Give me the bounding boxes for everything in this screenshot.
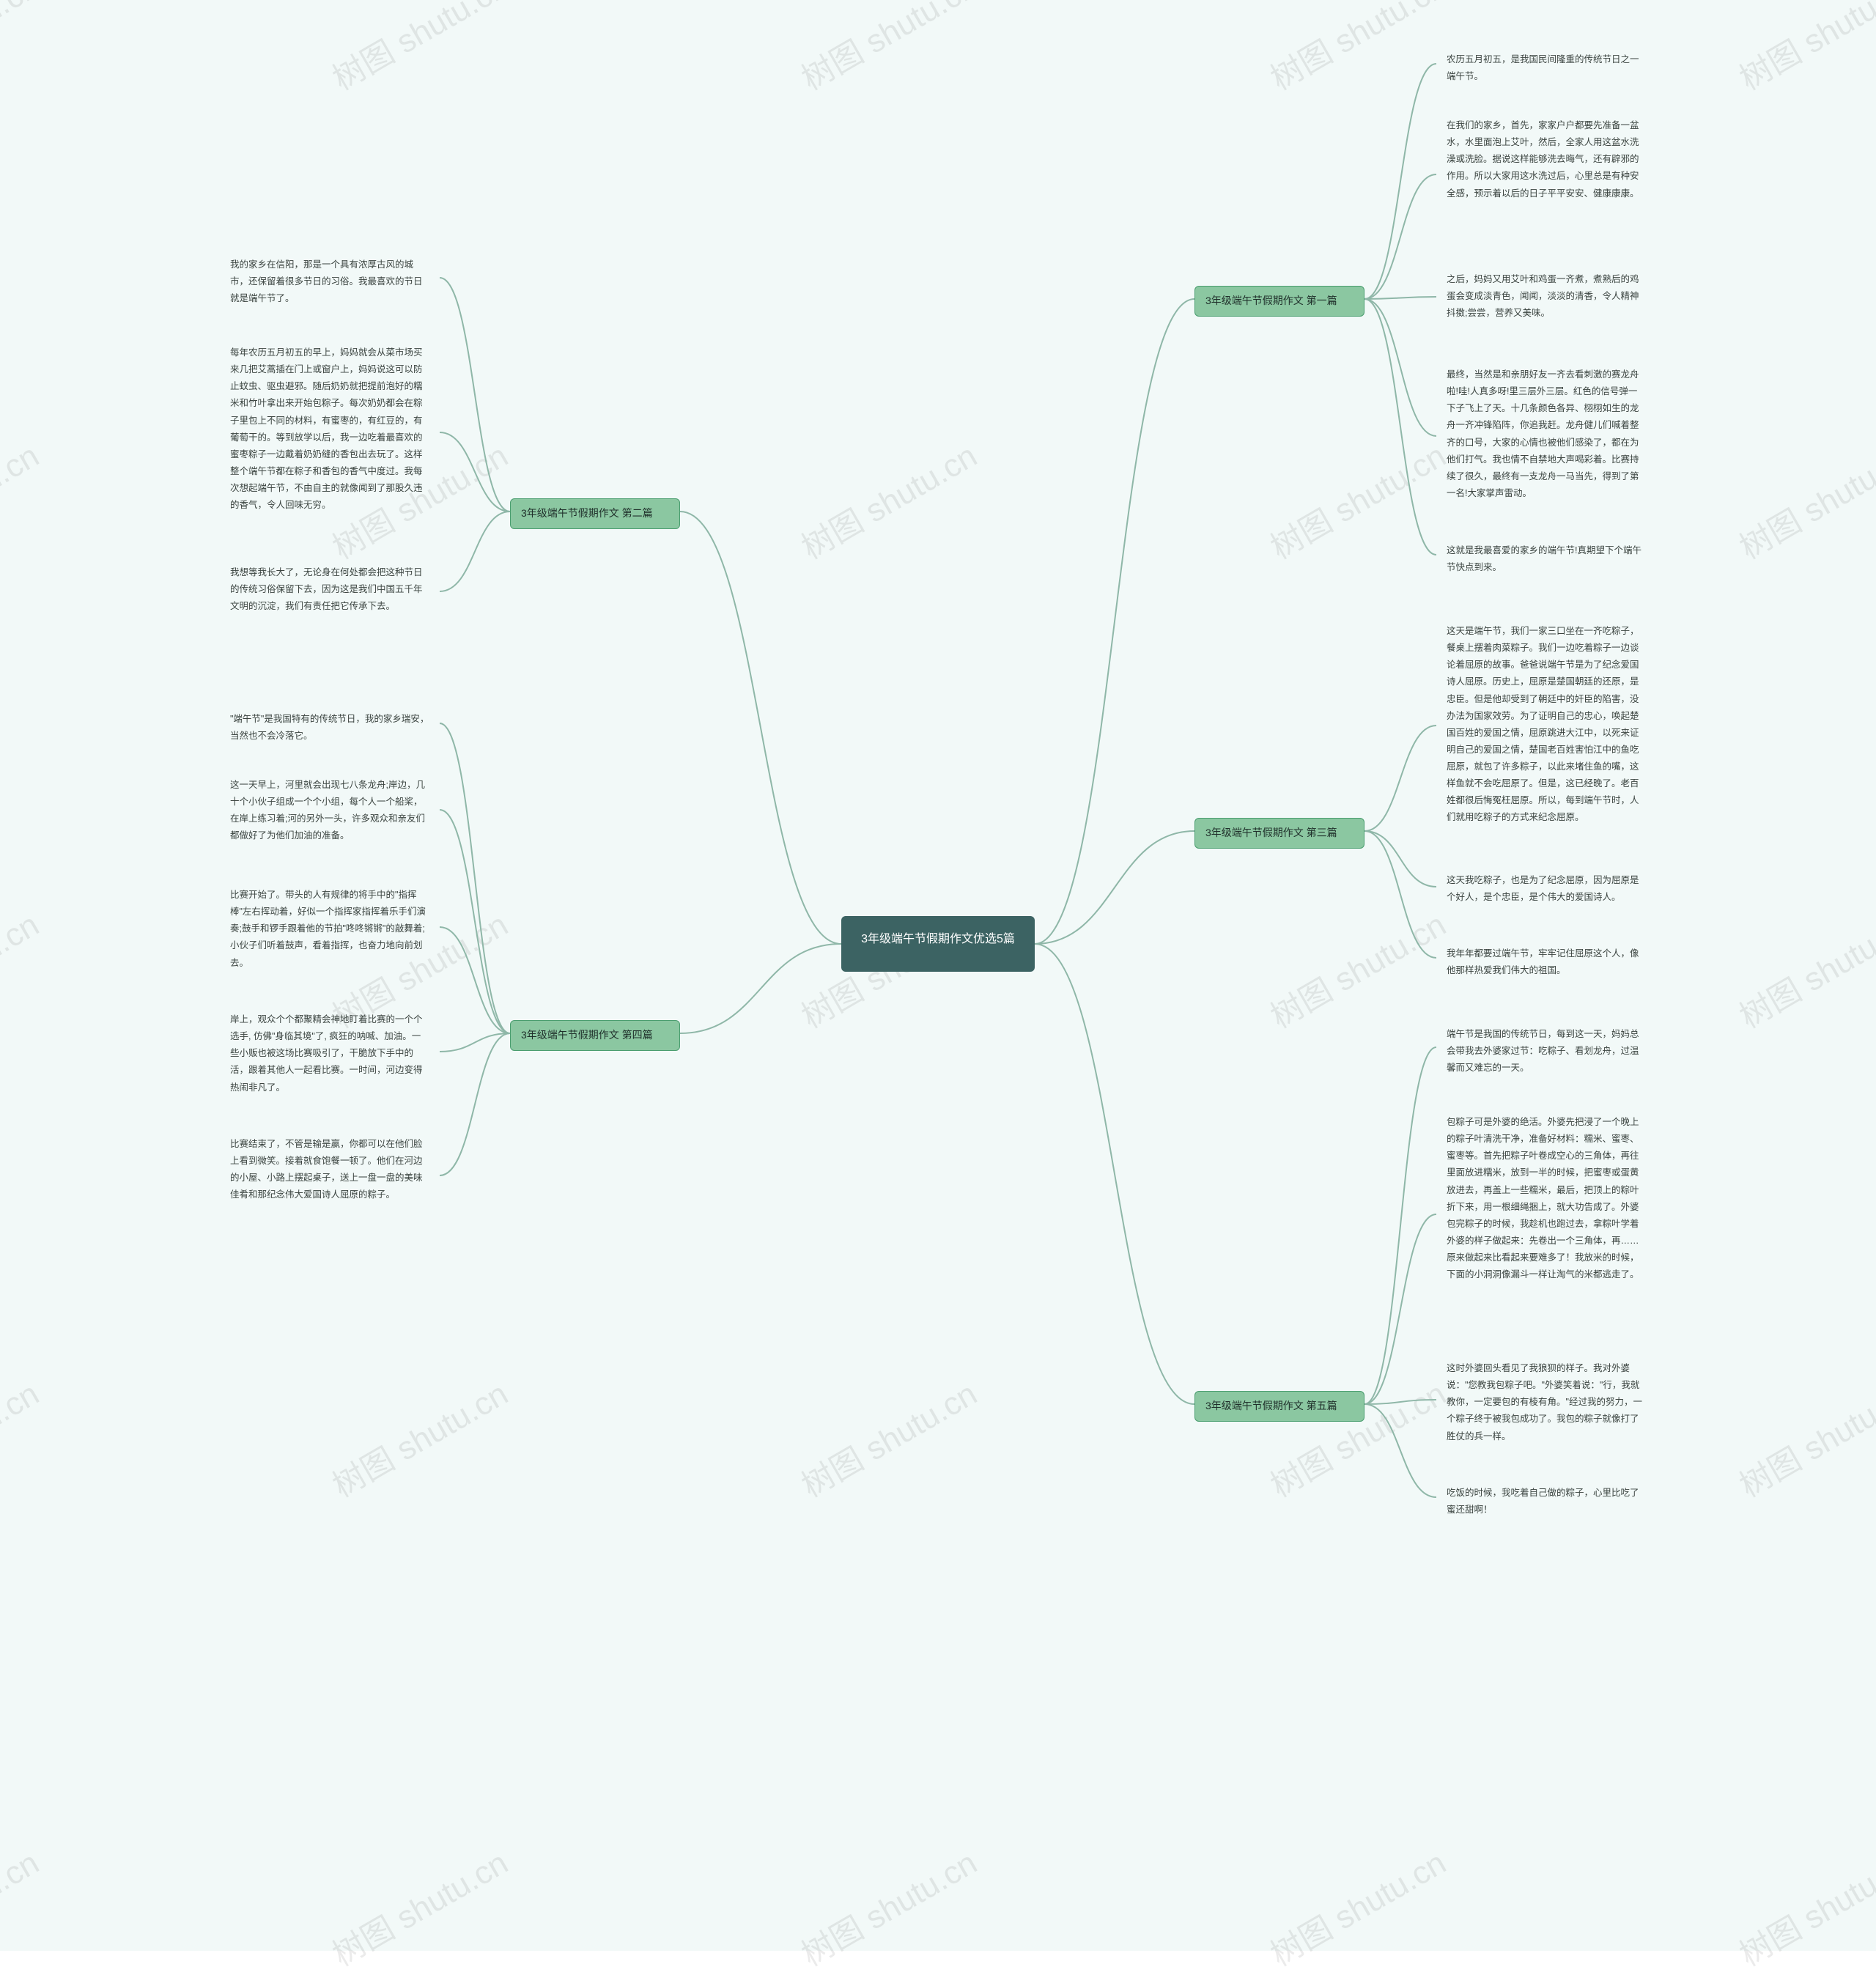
b4l3-text: 比赛开始了。带头的人有规律的将手中的"指挥棒"左右挥动着，好似一个指挥家指挥着乐… [230,890,426,968]
b2l3: 我想等我长大了，无论身在何处都会把这种节日的传统习俗保留下去，因为这是我们中国五… [220,557,440,626]
watermark: 树图 shutu.cn [791,1368,984,1507]
b4l2-text: 这一天早上，河里就会出现七八条龙舟;岸边，几十个小伙子组成一个个小组，每个人一个… [230,780,425,841]
b2l1: 我的家乡在信阳，那是一个具有浓厚古风的城市，还保留着很多节日的习俗。我最喜欢的节… [220,249,440,314]
watermark: 树图 shutu.cn [1729,430,1876,569]
b1l2: 在我们的家乡，首先，家家户户都要先准备一盆水，水里面泡上艾叶，然后，全家人用这盆… [1436,110,1656,239]
b4l4-text: 岸上，观众个个都聚精会神地盯着比赛的一个个选手, 仿佛"身临其境"了, 疯狂的呐… [230,1014,423,1093]
watermark: 树图 shutu.cn [0,899,46,1038]
b1l5: 这就是我最喜爱的家乡的端午节!真期望下个端午节快点到来。 [1436,535,1656,583]
b4l1-text: "端午节"是我国特有的传统节日，我的家乡瑞安，当然也不会冷落它。 [230,714,429,741]
b5l1-text: 端午节是我国的传统节日，每到这一天，妈妈总会带我去外婆家过节：吃粽子、看划龙舟，… [1447,1029,1639,1073]
watermark: 树图 shutu.cn [322,1368,515,1507]
b2: 3年级端午节假期作文 第二篇 [510,498,680,529]
b5l2: 包粽子可是外婆的绝活。外婆先把浸了一个晚上的粽子叶清洗干净，准备好材料：糯米、蜜… [1436,1107,1656,1322]
b5: 3年级端午节假期作文 第五篇 [1194,1391,1364,1422]
mindmap-canvas: 树图 shutu.cn 树图 shutu.cn 树图 shutu.cn 树图 shut… [0,0,1876,1951]
watermark: 树图 shutu.cn [0,1837,46,1975]
b5l2-text: 包粽子可是外婆的绝活。外婆先把浸了一个晚上的粽子叶清洗干净，准备好材料：糯米、蜜… [1447,1117,1639,1280]
b4l4: 岸上，观众个个都聚精会神地盯着比赛的一个个选手, 仿佛"身临其境"了, 疯狂的呐… [220,1004,440,1104]
watermark: 树图 shutu.cn [1260,0,1453,99]
b2l2: 每年农历五月初五的早上，妈妈就会从菜市场买来几把艾蒿插在门上或窗户上，妈妈说这可… [220,337,440,528]
b1l1: 农历五月初五，是我国民间隆重的传统节日之一端午节。 [1436,44,1656,92]
b4l5-text: 比赛结束了，不管是输是赢，你都可以在他们脸上看到微笑。接着就食饱餐一顿了。他们在… [230,1139,423,1200]
b1: 3年级端午节假期作文 第一篇 [1194,286,1364,317]
b4l2: 这一天早上，河里就会出现七八条龙舟;岸边，几十个小伙子组成一个个小组，每个人一个… [220,769,440,852]
b1l4: 最终，当然是和亲朋好友一齐去看刺激的赛龙舟啦!哇!人真多呀!里三层外三层。红色的… [1436,359,1656,513]
center-node: 3年级端午节假期作文优选5篇 [841,916,1035,972]
b4: 3年级端午节假期作文 第四篇 [510,1020,680,1051]
watermark: 树图 shutu.cn [1729,1837,1876,1975]
watermark: 树图 shutu.cn [1729,899,1876,1038]
b5l4: 吃饭的时候，我吃着自己做的粽子，心里比吃了蜜还甜啊！ [1436,1477,1656,1526]
b3l3-text: 我年年都要过端午节，牢牢记住屈原这个人，像他那样热爱我们伟大的祖国。 [1447,948,1639,975]
watermark: 树图 shutu.cn [1260,1837,1453,1975]
b4l1: "端午节"是我国特有的传统节日，我的家乡瑞安，当然也不会冷落它。 [220,704,440,752]
center-node-text: 3年级端午节假期作文优选5篇 [861,933,1015,945]
b3l1: 这天是端午节，我们一家三口坐在一齐吃粽子，餐桌上摆着肉菜粽子。我们一边吃着粽子一… [1436,616,1656,835]
watermark: 树图 shutu.cn [0,0,46,99]
b2l1-text: 我的家乡在信阳，那是一个具有浓厚古风的城市，还保留着很多节日的习俗。我最喜欢的节… [230,259,423,303]
b1l3-text: 之后，妈妈又用艾叶和鸡蛋一齐煮，煮熟后的鸡蛋会变成淡青色，闻闻，淡淡的清香，令人… [1447,274,1639,318]
watermark: 树图 shutu.cn [1729,1368,1876,1507]
b3l2: 这天我吃粽子，也是为了纪念屈原，因为屈原是个好人，是个忠臣，是个伟大的爱国诗人。 [1436,865,1656,913]
b3l3: 我年年都要过端午节，牢牢记住屈原这个人，像他那样热爱我们伟大的祖国。 [1436,938,1656,986]
b2l3-text: 我想等我长大了，无论身在何处都会把这种节日的传统习俗保留下去，因为这是我们中国五… [230,567,423,611]
b4l3: 比赛开始了。带头的人有规律的将手中的"指挥棒"左右挥动着，好似一个指挥家指挥着乐… [220,879,440,979]
watermark: 树图 shutu.cn [1260,430,1453,569]
watermark: 树图 shutu.cn [0,430,46,569]
watermark: 树图 shutu.cn [322,1837,515,1975]
watermark: 树图 shutu.cn [791,1837,984,1975]
b4-text: 3年级端午节假期作文 第四篇 [521,1029,653,1041]
b3l2-text: 这天我吃粽子，也是为了纪念屈原，因为屈原是个好人，是个忠臣，是个伟大的爱国诗人。 [1447,875,1639,902]
b1l4-text: 最终，当然是和亲朋好友一齐去看刺激的赛龙舟啦!哇!人真多呀!里三层外三层。红色的… [1447,369,1639,498]
watermark: 树图 shutu.cn [1260,1368,1453,1507]
b1l5-text: 这就是我最喜爱的家乡的端午节!真期望下个端午节快点到来。 [1447,545,1642,572]
b2l2-text: 每年农历五月初五的早上，妈妈就会从菜市场买来几把艾蒿插在门上或窗户上，妈妈说这可… [230,347,423,510]
b3: 3年级端午节假期作文 第三篇 [1194,818,1364,849]
b5l1: 端午节是我国的传统节日，每到这一天，妈妈总会带我去外婆家过节：吃粽子、看划龙舟，… [1436,1019,1656,1084]
watermark: 树图 shutu.cn [0,1368,46,1507]
watermark: 树图 shutu.cn [791,0,984,99]
b1-text: 3年级端午节假期作文 第一篇 [1205,295,1337,306]
b2-text: 3年级端午节假期作文 第二篇 [521,507,653,519]
b5l3: 这时外婆回头看见了我狼狈的样子。我对外婆说："您教我包粽子吧。"外婆笑着说："行… [1436,1353,1656,1452]
watermark: 树图 shutu.cn [1729,0,1876,99]
b3l1-text: 这天是端午节，我们一家三口坐在一齐吃粽子，餐桌上摆着肉菜粽子。我们一边吃着粽子一… [1447,626,1639,822]
b1l1-text: 农历五月初五，是我国民间隆重的传统节日之一端午节。 [1447,54,1639,81]
b1l3: 之后，妈妈又用艾叶和鸡蛋一齐煮，煮熟后的鸡蛋会变成淡青色，闻闻，淡淡的清香，令人… [1436,264,1656,330]
b5-text: 3年级端午节假期作文 第五篇 [1205,1400,1337,1411]
b3-text: 3年级端午节假期作文 第三篇 [1205,827,1337,838]
b5l4-text: 吃饭的时候，我吃着自己做的粽子，心里比吃了蜜还甜啊！ [1447,1488,1639,1515]
watermark: 树图 shutu.cn [791,430,984,569]
watermark: 树图 shutu.cn [1260,899,1453,1038]
b4l5: 比赛结束了，不管是输是赢，你都可以在他们脸上看到微笑。接着就食饱餐一顿了。他们在… [220,1129,440,1222]
b5l3-text: 这时外婆回头看见了我狼狈的样子。我对外婆说："您教我包粽子吧。"外婆笑着说："行… [1447,1363,1642,1441]
b1l2-text: 在我们的家乡，首先，家家户户都要先准备一盆水，水里面泡上艾叶，然后，全家人用这盆… [1447,120,1639,199]
watermark: 树图 shutu.cn [322,0,515,99]
